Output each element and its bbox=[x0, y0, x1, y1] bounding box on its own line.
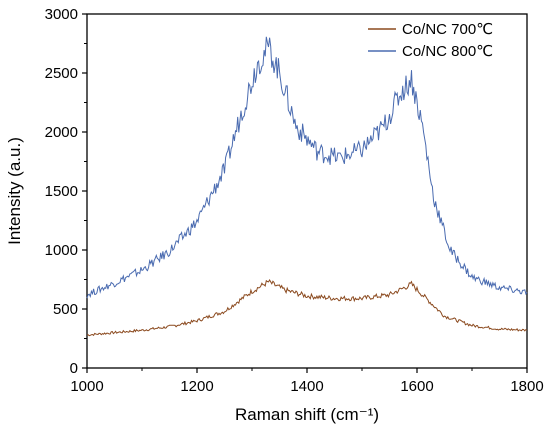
legend-label-co-nc-800: Co/NC 800℃ bbox=[402, 43, 493, 60]
y-tick-label: 500 bbox=[53, 301, 78, 318]
x-tick-label: 1000 bbox=[70, 378, 103, 395]
y-tick-label: 1500 bbox=[45, 183, 78, 200]
y-tick-label: 3000 bbox=[45, 6, 78, 23]
series-layer bbox=[86, 36, 528, 337]
legend-label-co-nc-700: Co/NC 700℃ bbox=[402, 21, 493, 38]
series-line-co-nc-800 bbox=[86, 36, 528, 299]
x-tick-label: 1800 bbox=[510, 378, 543, 395]
y-tick-label: 2500 bbox=[45, 65, 78, 82]
y-tick-label: 1000 bbox=[45, 242, 78, 259]
x-axis-title: Raman shift (cm⁻¹) bbox=[235, 405, 379, 424]
series-line-co-nc-700 bbox=[86, 279, 528, 337]
x-tick-label: 1600 bbox=[400, 378, 433, 395]
x-tick-label: 1200 bbox=[180, 378, 213, 395]
y-tick-label: 0 bbox=[70, 360, 78, 377]
x-tick-label: 1400 bbox=[290, 378, 323, 395]
ticks-layer: 1000 1200 1400 1600 1800 0 500 1000 1500 2000 2500… bbox=[45, 6, 544, 395]
legend: Co/NC 700℃ Co/NC 800℃ bbox=[368, 21, 493, 60]
y-tick-label: 2000 bbox=[45, 124, 78, 141]
plot-frame bbox=[86, 13, 528, 369]
y-axis-title: Intensity (a.u.) bbox=[5, 137, 24, 245]
